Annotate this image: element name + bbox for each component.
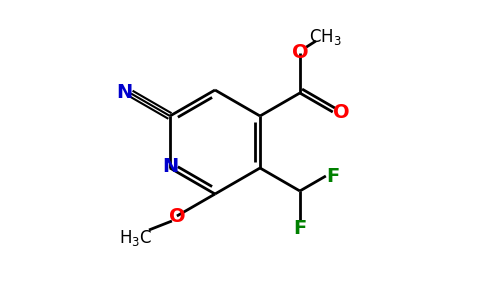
Text: CH$_3$: CH$_3$ <box>309 27 342 47</box>
Text: H$_3$C: H$_3$C <box>120 228 152 248</box>
Text: O: O <box>291 43 308 61</box>
Text: N: N <box>116 83 132 102</box>
Text: N: N <box>162 158 178 176</box>
Text: O: O <box>168 208 185 226</box>
Text: O: O <box>333 103 350 122</box>
Text: F: F <box>326 167 339 185</box>
Text: F: F <box>293 220 306 238</box>
